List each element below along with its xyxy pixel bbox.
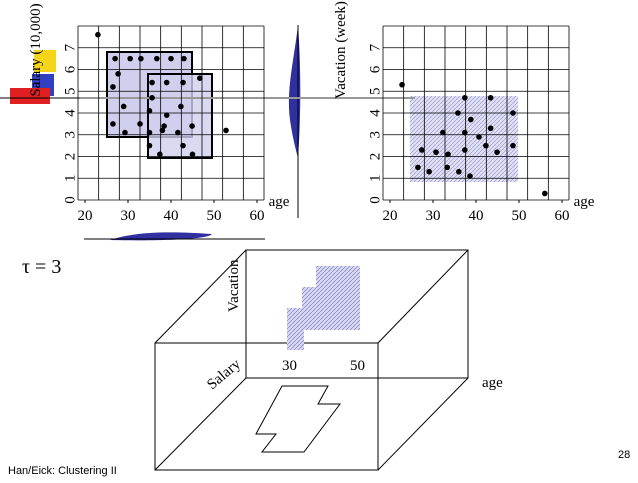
x-tick-label: 30 [426, 208, 441, 224]
y-tick-label: 3 [367, 131, 383, 139]
point [542, 190, 548, 197]
y-tick-label: 0 [62, 196, 78, 204]
y-tick-label: 1 [367, 175, 383, 183]
point [95, 31, 101, 38]
point [456, 168, 462, 175]
point [159, 127, 166, 134]
dense-region [106, 51, 518, 182]
point [467, 173, 473, 179]
y-axis-label: Vacation (week) [333, 1, 349, 99]
y-tick-label: 5 [367, 88, 383, 96]
point [189, 123, 195, 129]
cube-axis-label: age [482, 375, 503, 391]
density-curve [110, 232, 212, 241]
y-tick-label: 7 [367, 44, 383, 52]
x-axis-label: age [574, 194, 595, 210]
point [122, 129, 128, 136]
point [433, 149, 439, 155]
y-tick-label: 6 [62, 65, 78, 73]
point [110, 121, 116, 127]
cube-tick: 50 [350, 358, 365, 374]
x-tick-label: 50 [207, 208, 222, 224]
x-tick-label: 40 [469, 208, 484, 224]
point [149, 79, 155, 86]
point [163, 112, 170, 118]
cube-tick: 30 [282, 358, 297, 374]
cube-axis-label: Salary [204, 356, 244, 393]
y-tick-label: 5 [62, 88, 78, 96]
point [146, 108, 153, 114]
point [483, 142, 489, 149]
x-tick-label: 60 [555, 208, 570, 224]
point [510, 142, 516, 149]
cube-cluster [287, 266, 360, 350]
point [462, 129, 468, 136]
point [149, 94, 155, 101]
point [137, 121, 143, 127]
point [440, 129, 446, 136]
point [487, 125, 494, 132]
y-tick-label: 2 [367, 153, 383, 161]
point [399, 81, 405, 88]
x-tick-label: 30 [121, 208, 136, 224]
point [223, 127, 229, 134]
point [415, 164, 421, 171]
point [178, 103, 184, 110]
point [444, 164, 450, 171]
point [462, 94, 468, 101]
point [163, 79, 170, 86]
cube [154, 249, 469, 471]
page-number: 28 [618, 449, 630, 461]
point [157, 151, 163, 158]
point [168, 55, 174, 62]
y-tick-label: 3 [62, 131, 78, 139]
footer-source: Han/Eick: Clustering II [8, 465, 117, 477]
point [161, 123, 167, 129]
point [426, 168, 432, 175]
point [462, 147, 468, 153]
point [487, 94, 494, 101]
point [112, 55, 118, 62]
point [175, 129, 181, 136]
point [494, 149, 500, 155]
point [120, 103, 127, 110]
x-tick-label: 50 [512, 208, 527, 224]
x-tick-label: 20 [78, 208, 93, 224]
x-tick-label: 40 [164, 208, 179, 224]
logo [0, 50, 80, 104]
y-tick-label: 4 [367, 109, 383, 117]
point [189, 151, 196, 158]
point [181, 55, 187, 62]
x-tick-label: 60 [250, 208, 265, 224]
cube-axis-label: Vacation [226, 259, 242, 312]
point [476, 134, 482, 140]
point [154, 55, 160, 62]
point [419, 147, 425, 153]
tau-label: τ = 3 [22, 256, 61, 278]
point [115, 71, 121, 77]
point [180, 142, 186, 149]
y-tick-label: 7 [62, 44, 78, 52]
point [197, 75, 203, 81]
point [146, 129, 153, 136]
point [455, 110, 461, 116]
density-curve [288, 25, 301, 158]
x-axis-label: age [269, 194, 290, 210]
point [127, 55, 133, 62]
point [510, 110, 516, 116]
point [138, 55, 144, 62]
point [146, 142, 153, 149]
y-tick-label: 1 [62, 175, 78, 183]
y-axis-label: Salary (10,000) [28, 3, 44, 96]
y-tick-label: 0 [367, 196, 383, 204]
point [110, 84, 116, 90]
y-tick-label: 2 [62, 153, 78, 161]
x-tick-label: 20 [383, 208, 398, 224]
point [180, 79, 186, 86]
point [445, 151, 451, 158]
y-tick-label: 4 [62, 109, 78, 117]
point [468, 116, 474, 123]
y-tick-label: 6 [367, 65, 383, 73]
